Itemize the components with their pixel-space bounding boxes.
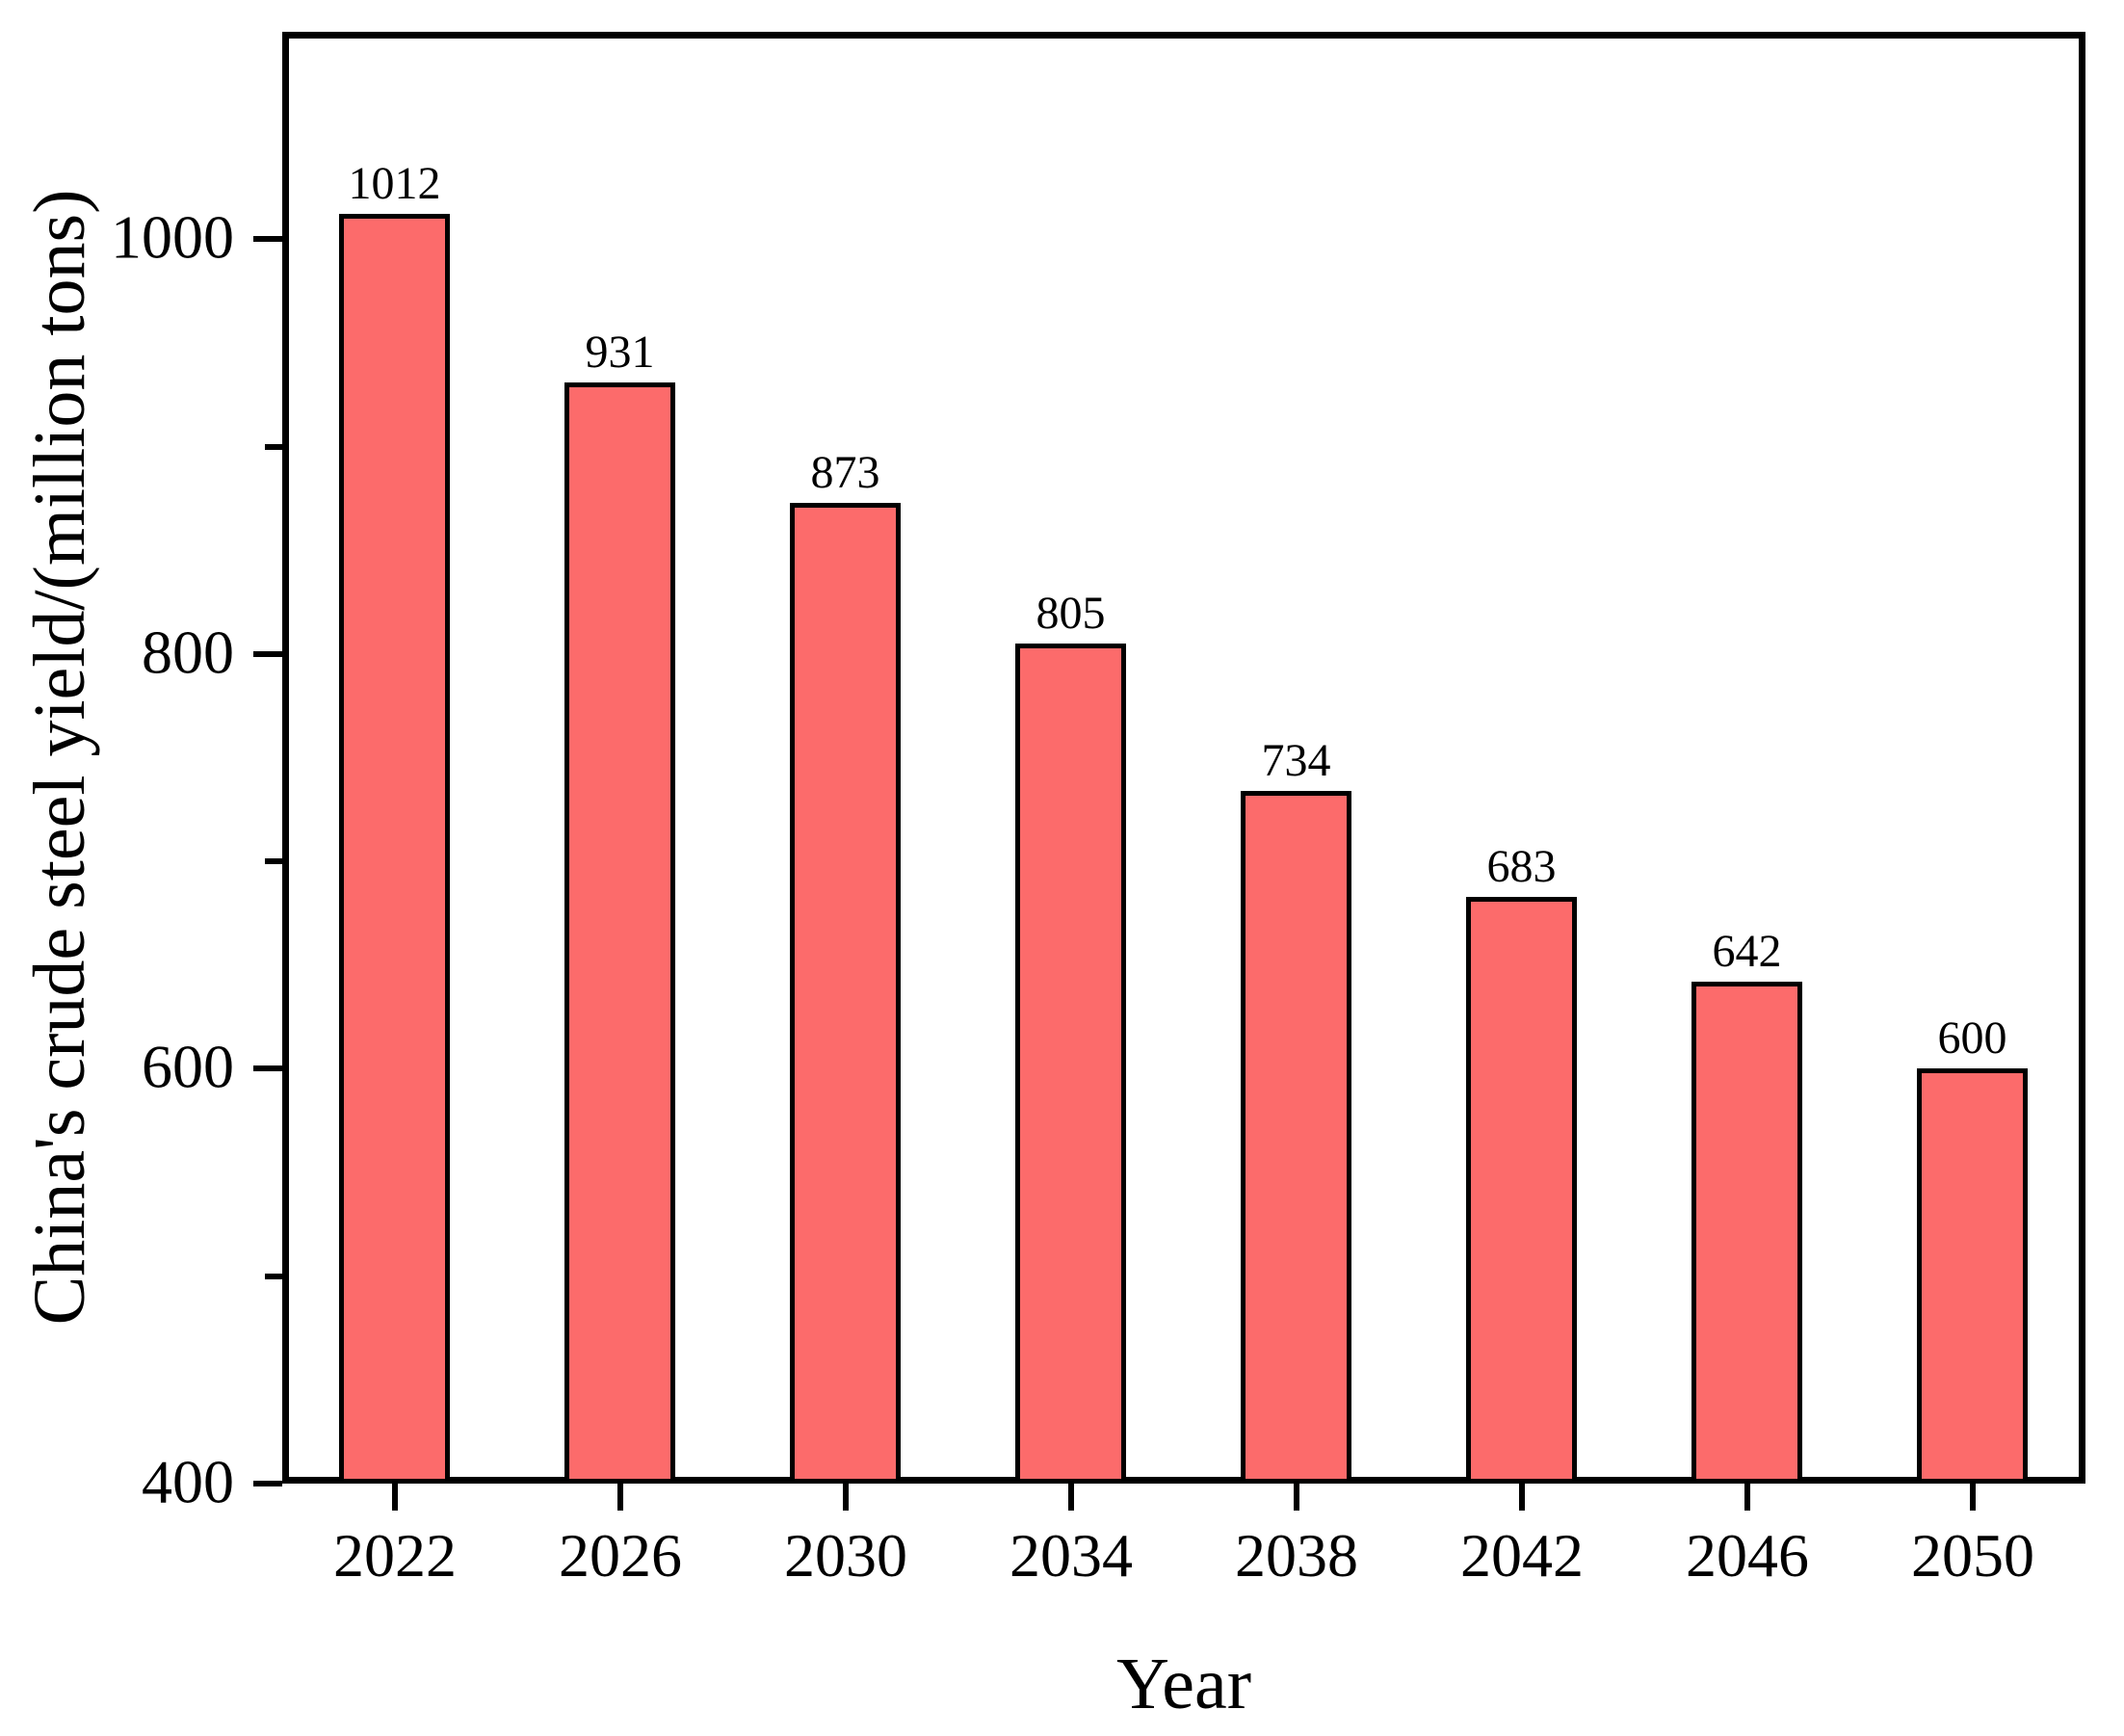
x-ticks-layer: 2022 2026 2030 2034 2038 2042 2046 2050 xyxy=(282,32,2085,1587)
y-tick-minor xyxy=(265,1274,282,1279)
bar: 734 xyxy=(1241,738,1351,1484)
x-axis-title: Year xyxy=(1115,1644,1252,1724)
x-tick xyxy=(1744,1484,1750,1511)
x-tick-label: 2050 xyxy=(1911,1521,2034,1590)
bar: 1012 xyxy=(339,161,450,1484)
bar-value-label: 805 xyxy=(1036,588,1106,639)
bar: 600 xyxy=(1917,1015,2028,1484)
x-tick xyxy=(617,1484,623,1511)
plot-area: 1012 931 873 805 734 683 642 600 400 600 800 1000 … xyxy=(111,32,2085,1587)
y-tick-label: 600 xyxy=(142,1032,234,1101)
bar: 642 xyxy=(1691,929,1802,1484)
bar-value-label: 734 xyxy=(1261,735,1331,786)
bars-layer: 1012 931 873 805 734 683 642 600 xyxy=(282,32,2085,1484)
bar-value-label: 600 xyxy=(1937,1013,2007,1064)
y-tick-major xyxy=(253,651,282,657)
y-tick-label: 400 xyxy=(142,1447,234,1516)
y-ticks-layer: 400 600 800 1000 xyxy=(111,32,2085,1512)
x-tick-label: 2030 xyxy=(784,1521,907,1590)
bar: 683 xyxy=(1466,844,1577,1484)
bar-value-label: 931 xyxy=(585,327,655,378)
x-tick xyxy=(1970,1484,1976,1511)
bar-value-label: 1012 xyxy=(348,158,441,209)
x-tick xyxy=(1068,1484,1074,1511)
y-tick-label: 1000 xyxy=(111,202,234,272)
x-tick-label: 2042 xyxy=(1460,1521,1584,1590)
bar: 805 xyxy=(1015,591,1126,1484)
bar: 873 xyxy=(790,450,901,1484)
x-tick xyxy=(1519,1484,1525,1511)
bar: 931 xyxy=(564,329,675,1484)
x-tick xyxy=(392,1484,398,1511)
x-tick-label: 2034 xyxy=(1010,1521,1133,1590)
bar-value-label: 683 xyxy=(1486,841,1557,892)
y-tick-minor xyxy=(265,444,282,450)
x-tick-label: 2026 xyxy=(559,1521,682,1590)
x-tick-label: 2022 xyxy=(333,1521,457,1590)
x-tick xyxy=(1294,1484,1299,1511)
y-tick-major xyxy=(253,236,282,242)
y-axis-title: China's crude steel yield/(million tons) xyxy=(19,189,100,1326)
bar-value-label: 642 xyxy=(1712,926,1782,977)
y-tick-minor xyxy=(265,858,282,864)
x-tick-label: 2046 xyxy=(1686,1521,1809,1590)
x-tick xyxy=(843,1484,849,1511)
y-tick-major xyxy=(253,1065,282,1071)
y-tick-label: 800 xyxy=(142,618,234,687)
bar-value-label: 873 xyxy=(810,447,880,498)
y-tick-major xyxy=(253,1481,282,1486)
x-tick-label: 2038 xyxy=(1235,1521,1358,1590)
